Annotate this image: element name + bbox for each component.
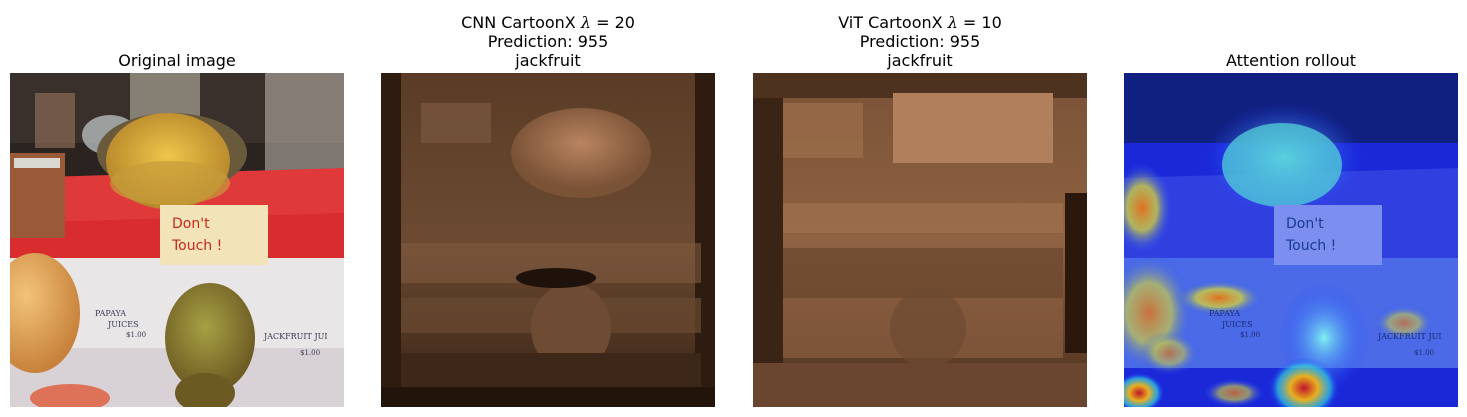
panel-title: CNN CartoonX λ = 20	[341, 13, 755, 32]
juice-label: JACKFRUIT JUI	[1377, 332, 1442, 341]
panel-vit-cartoonx: ViT CartoonX λ = 10 Prediction: 955 jack…	[753, 0, 1087, 417]
class-label: jackfruit	[887, 51, 953, 70]
vit-cartoonx-map	[753, 73, 1087, 407]
juice-label: JACKFRUIT JUI	[263, 332, 328, 341]
juice-label: PAPAYA	[95, 309, 126, 318]
juice-label: $1.00	[126, 331, 146, 339]
class-label: jackfruit	[515, 51, 581, 70]
juice-label: $1.00	[300, 349, 320, 357]
sign-text: Don't	[172, 216, 210, 232]
title-text: ViT CartoonX	[838, 13, 948, 32]
original-image: Don't Touch ! PAPAYA JUICES $1.00 JACKFR…	[10, 73, 344, 407]
panel-title: Attention rollout	[1225, 51, 1357, 70]
sign-text: Don't	[1286, 216, 1324, 232]
prediction-text: Prediction: 955	[487, 32, 609, 51]
panel-original: Original image	[10, 0, 344, 417]
lambda-symbol: λ	[947, 13, 958, 32]
cnn-cartoonx-map	[381, 73, 715, 407]
lambda-symbol: λ	[580, 13, 591, 32]
title-text: CNN CartoonX	[461, 13, 581, 32]
attention-rollout-map: Don't Touch ! PAPAYA JUICES $1.00 JACKFR…	[1124, 73, 1458, 407]
lambda-value: = 10	[957, 13, 1002, 32]
juice-label: JUICES	[107, 320, 139, 329]
panel-cnn-cartoonx: CNN CartoonX λ = 20 Prediction: 955 jack…	[381, 0, 715, 417]
prediction-text: Prediction: 955	[859, 32, 981, 51]
juice-label: PAPAYA	[1209, 309, 1240, 318]
juice-label: $1.00	[1414, 349, 1434, 357]
sign-text: Touch !	[171, 238, 222, 254]
lambda-value: = 20	[591, 13, 635, 32]
panel-title: Original image	[118, 51, 236, 70]
panel-title: ViT CartoonX λ = 10	[713, 13, 1127, 32]
panel-attention-rollout: Attention rollout	[1124, 0, 1458, 417]
sign-text: Touch !	[1285, 238, 1336, 254]
juice-label: JUICES	[1221, 320, 1253, 329]
juice-label: $1.00	[1240, 331, 1260, 339]
